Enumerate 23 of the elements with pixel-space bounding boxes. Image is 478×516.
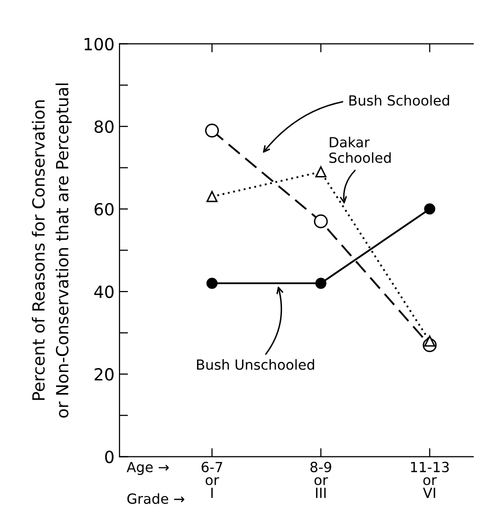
- point: [206, 278, 218, 289]
- point: [205, 124, 219, 138]
- series-label: Dakar Schooled: [329, 136, 391, 163]
- point: [315, 166, 326, 178]
- text: Bush Schooled: [349, 94, 450, 106]
- y-axis-title: Percent of Reasons for Conservation or Non-Conservation that are Perceptual: [32, 84, 72, 418]
- y-tick-label: 40: [94, 286, 114, 298]
- y-tick-label: 0: [105, 450, 114, 464]
- point: [315, 278, 326, 289]
- point: [314, 214, 328, 228]
- point: [424, 203, 436, 215]
- y-tick-label: 20: [94, 368, 114, 381]
- x-tick-label: 11-13 or VI: [411, 462, 449, 498]
- text: Age →: [126, 462, 169, 475]
- point: [206, 191, 218, 202]
- y-tick-label: 80: [94, 120, 114, 133]
- point: [424, 336, 436, 347]
- text: Grade →: [127, 493, 184, 504]
- y-tick-label: 100: [84, 38, 114, 50]
- x-tick-label: 8-9 or III: [310, 462, 332, 498]
- x-tick-label: 6-7 or I: [202, 462, 222, 498]
- text: Bush Unschooled: [197, 359, 314, 370]
- y-tick-label: 60: [94, 202, 114, 216]
